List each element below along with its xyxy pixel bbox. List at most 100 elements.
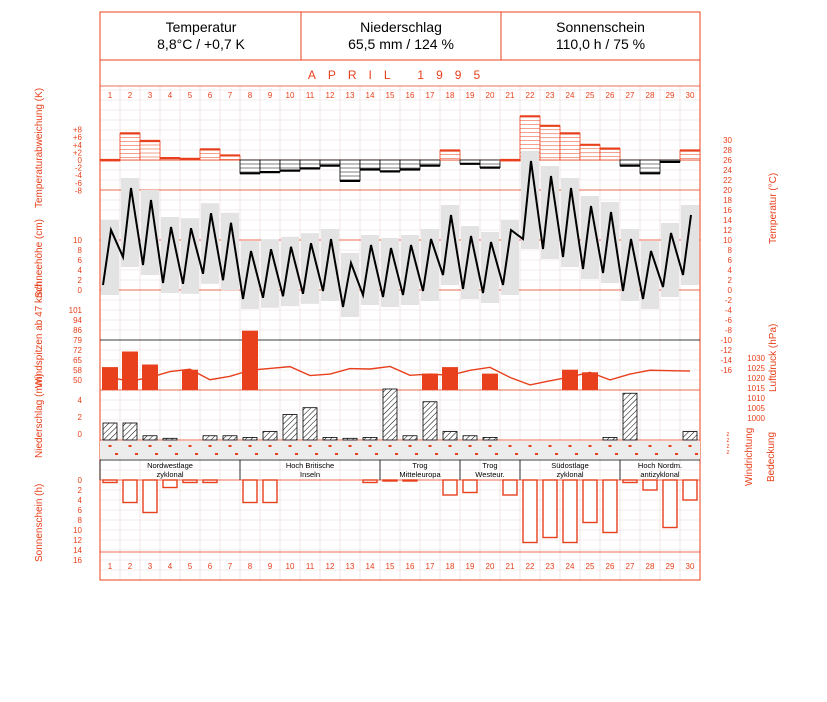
sunshine-bar	[602, 479, 618, 534]
wind-dir-mark	[508, 445, 512, 447]
wind-dir-mark	[175, 453, 178, 455]
sunshine-bar	[402, 479, 418, 482]
temp-range-box	[281, 236, 299, 307]
day-label-bottom: 19	[466, 562, 475, 571]
tick-label-pressure: 1005	[747, 404, 765, 413]
day-label-bottom: 22	[526, 562, 535, 571]
temp-dev-bar	[599, 148, 621, 161]
wind-gust-bar	[442, 367, 458, 390]
precip-bar	[622, 392, 638, 441]
wind-dir-mark	[168, 445, 172, 447]
day-label-bottom: 1	[108, 562, 113, 571]
weather-type-label: Hoch Britische	[286, 461, 334, 470]
temp-dev-bar	[579, 144, 601, 161]
wind-dir-mark	[435, 453, 438, 455]
wind-dir-mark	[375, 453, 378, 455]
wind-dir-mark	[328, 445, 332, 447]
temp-range-box	[601, 202, 619, 283]
temp-dev-bar	[539, 125, 561, 161]
day-label-top: 18	[446, 91, 455, 100]
day-label-bottom: 14	[366, 562, 375, 571]
precip-bar	[302, 407, 318, 441]
sunshine-bar	[242, 479, 258, 504]
tick-label-temp-dev: -6	[75, 179, 83, 188]
precip-bar	[482, 437, 498, 441]
tick-label-temperature: 22	[723, 176, 732, 185]
wind-gust-bar	[102, 367, 118, 390]
temp-range-box	[321, 229, 339, 301]
temp-range-box	[221, 212, 239, 291]
pressure-curve	[109, 365, 691, 386]
wind-dir-mark	[415, 453, 418, 455]
temp-range-box	[241, 241, 259, 309]
tick-label-temp-dev: +8	[73, 126, 83, 135]
tick-label-temperature: 12	[723, 226, 732, 235]
day-label-top: 26	[606, 91, 615, 100]
label-sun: Sonnenschein (h)	[34, 483, 45, 562]
tick-label-precip: 0	[78, 430, 83, 439]
day-label-top: 5	[188, 91, 193, 100]
wind-dir-mark	[235, 453, 238, 455]
temp-dev-bar	[199, 148, 221, 161]
day-label-top: 1	[108, 91, 113, 100]
wind-dir-mark	[275, 453, 278, 455]
wind-dir-mark	[615, 453, 618, 455]
sunshine-bar	[582, 479, 598, 524]
temp-range-box	[481, 232, 499, 303]
tick-label-wind: 101	[69, 306, 83, 315]
temp-range-box	[121, 178, 139, 267]
day-label-bottom: 17	[426, 562, 435, 571]
temp-dev-bar	[259, 159, 281, 173]
sunshine-bar	[682, 479, 698, 501]
sunshine-bar	[622, 479, 638, 484]
wind-dir-mark	[215, 453, 218, 455]
tick-label-temp-dev: +6	[73, 133, 83, 142]
label-precip: Niederschlag (mm)	[34, 373, 45, 458]
label-cloud: Bedeckung	[766, 431, 777, 482]
sunshine-bar	[182, 479, 198, 484]
tick-label-precip: 4	[78, 396, 83, 405]
tick-label-sun: 16	[73, 556, 82, 565]
temp-range-box	[201, 203, 219, 284]
temp-range-box	[261, 239, 279, 308]
tick-label-pressure: 1020	[747, 374, 765, 383]
weather-type-label: Mitteleuropa	[399, 470, 441, 479]
temp-range-box	[501, 220, 519, 295]
day-label-bottom: 15	[386, 562, 395, 571]
label-temp-dev: Temperaturabweichung (K)	[34, 87, 45, 208]
tick-label-temp-dev: -8	[75, 186, 83, 195]
header-precipitation: Niederschlag 65,5 mm / 124 %	[301, 14, 501, 58]
precip-bar	[422, 401, 438, 441]
wind-dir-mark	[395, 453, 398, 455]
wind-dir-mark	[528, 445, 532, 447]
wind-dir-mark	[648, 445, 652, 447]
temp-range-box	[381, 238, 399, 307]
day-label-bottom: 7	[228, 562, 233, 571]
tick-label-wind-dir: z	[727, 450, 730, 456]
header-title: Niederschlag	[360, 19, 442, 35]
tick-label-snow: 10	[73, 236, 82, 245]
precip-bar	[162, 437, 178, 441]
day-label-top: 29	[666, 91, 675, 100]
wind-dir-mark	[348, 445, 352, 447]
weather-type-label: Südostlage	[551, 461, 589, 470]
day-label-top: 8	[248, 91, 253, 100]
tick-label-precip: 2	[78, 413, 83, 422]
wind-dir-mark	[515, 453, 518, 455]
temp-dev-bar	[379, 159, 401, 172]
tick-label-wind: 94	[73, 316, 82, 325]
wind-dir-mark	[335, 453, 338, 455]
weather-type-label: Hoch Nordm.	[638, 461, 682, 470]
day-label-bottom: 3	[148, 562, 153, 571]
day-label-bottom: 18	[446, 562, 455, 571]
frame	[99, 11, 701, 581]
wind-dir-mark	[488, 445, 492, 447]
temp-range-box	[681, 205, 699, 285]
wind-dir-mark	[288, 445, 292, 447]
tick-label-temp-dev: +4	[73, 141, 83, 150]
temp-range-box	[341, 253, 359, 317]
label-wind: Windspitzen ab 47 km/h	[34, 281, 45, 388]
day-label-bottom: 27	[626, 562, 635, 571]
header-value: 8,8°C / +0,7 K	[157, 36, 245, 52]
tick-label-temperature: -14	[720, 356, 732, 365]
